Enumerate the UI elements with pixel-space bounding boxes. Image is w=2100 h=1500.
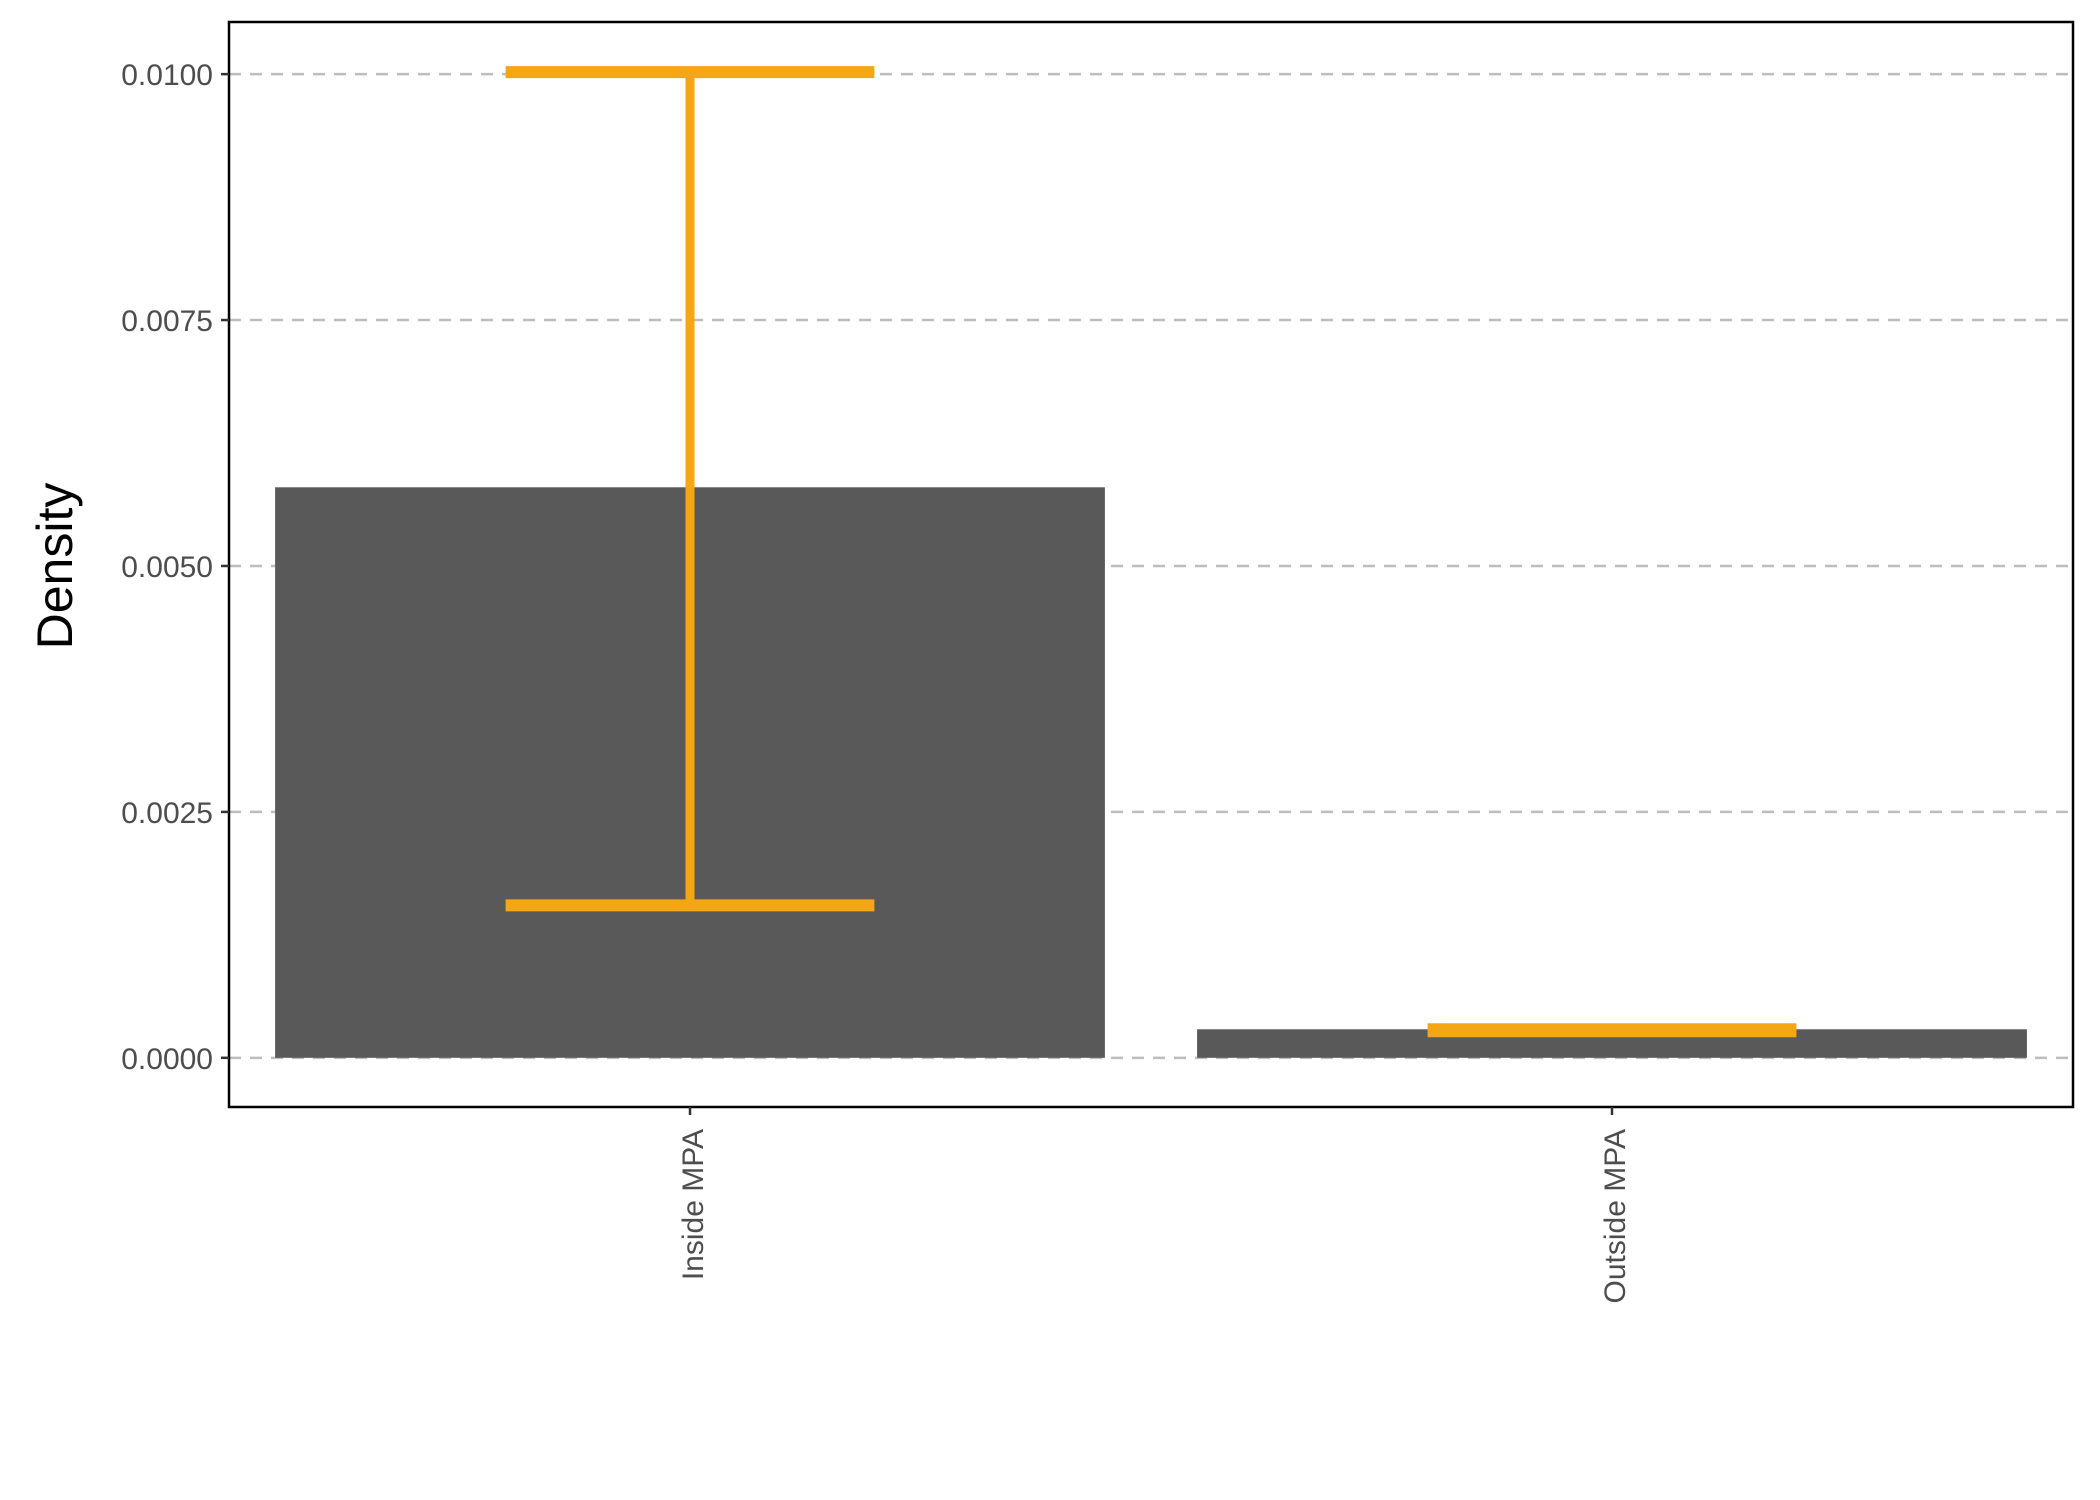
y-tick-label-2: 0.0050 [121, 551, 213, 584]
y-axis-title: Density [27, 483, 83, 650]
error-bar-1 [1427, 1023, 1797, 1038]
error-bars [505, 66, 1797, 1038]
y-tick-label-4: 0.0100 [121, 59, 213, 92]
x-tick-label-0: Inside MPA [677, 1129, 710, 1280]
bars [275, 487, 2027, 1058]
plot-panel-border [227, 20, 2075, 1109]
y-tick-label-3: 0.0075 [121, 305, 213, 338]
y-tick-label-0: 0.0000 [121, 1043, 213, 1076]
axes: 0.0000 0.0025 0.0050 0.0075 0.0100 Inside MPA… [121, 59, 1632, 1303]
y-tick-label-1: 0.0025 [121, 797, 213, 830]
x-tick-label-1: Outside MPA [1599, 1129, 1632, 1304]
